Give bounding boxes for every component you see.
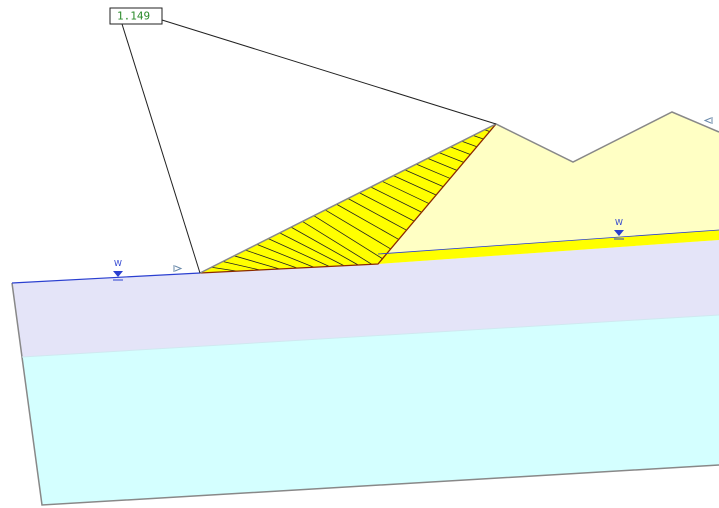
fs-label-box	[109, 7, 163, 25]
slice-line	[347, 198, 407, 231]
slice-line	[336, 203, 399, 240]
water-table	[11, 272, 201, 284]
water-table	[377, 229, 719, 255]
slice-line	[427, 158, 458, 171]
water-triangle	[113, 271, 123, 277]
slice-line	[473, 135, 484, 140]
leader-line	[161, 19, 497, 125]
slice-line	[450, 146, 471, 155]
slice-line	[279, 232, 345, 267]
slice-line	[290, 226, 359, 266]
slice-line	[302, 221, 372, 265]
slice-line	[313, 215, 383, 260]
slice-line	[211, 266, 237, 272]
water-marker: W	[614, 218, 624, 240]
layer-boundary	[21, 314, 719, 358]
leader-line	[121, 23, 201, 274]
ground-surface	[199, 111, 719, 274]
water-triangle	[614, 230, 624, 236]
water-label: W	[615, 218, 623, 227]
slices	[211, 129, 490, 272]
water-label: W	[114, 259, 122, 268]
limit-marker	[703, 117, 713, 124]
water-marker: W	[113, 259, 123, 281]
factor-of-safety: 1.149	[117, 10, 150, 23]
slice-line	[438, 152, 464, 163]
slice-line	[268, 238, 330, 267]
upper-soil-layer	[12, 240, 719, 357]
slice-line	[393, 175, 437, 196]
slice-line	[359, 192, 415, 222]
strip-layer	[378, 230, 719, 264]
slice-line	[245, 249, 298, 269]
slice-line	[325, 209, 391, 250]
slice-line	[381, 180, 430, 204]
slice-line	[461, 140, 477, 148]
slip-surface	[199, 123, 497, 274]
slice-line	[222, 261, 261, 271]
lower-soil-layer	[22, 315, 719, 505]
slice-line	[234, 255, 280, 270]
slice-line	[256, 243, 314, 268]
limit-marker	[173, 265, 183, 272]
slice-line	[416, 163, 451, 179]
slice-line	[370, 186, 422, 213]
embankment	[378, 112, 719, 264]
slice-line	[404, 169, 444, 188]
